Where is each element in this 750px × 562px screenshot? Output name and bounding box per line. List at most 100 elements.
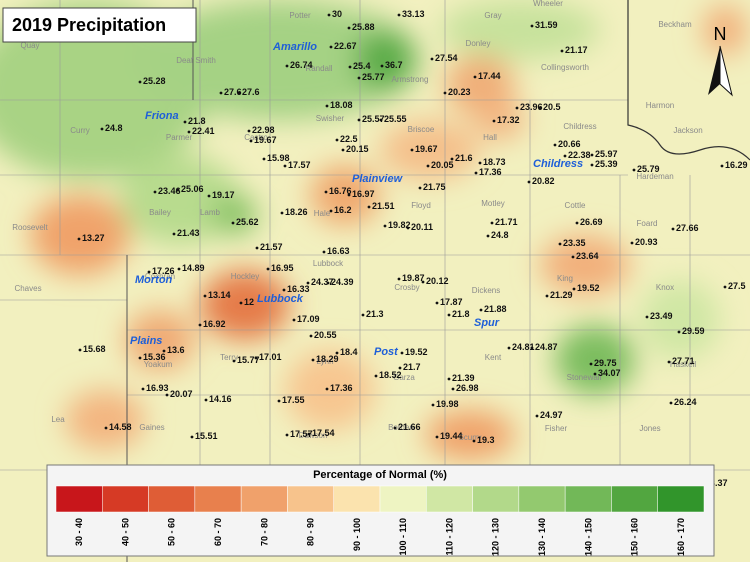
county-labels: Quay Deaf Smith Potter Randall Armstrong Gray… <box>12 0 702 442</box>
station-dot <box>558 242 562 246</box>
station-dot <box>327 13 331 17</box>
station-dot <box>560 49 564 53</box>
legend-label: 60 - 70 <box>213 518 223 546</box>
station-dot <box>545 294 549 298</box>
station-value: 21.7 <box>403 362 421 372</box>
station-value: 20.93 <box>635 237 658 247</box>
station-value: 25.62 <box>236 217 259 227</box>
legend-label: 150 - 160 <box>630 518 640 556</box>
station-value: 33.13 <box>402 9 425 19</box>
county-label: Dickens <box>472 286 500 295</box>
station-dot <box>307 432 311 436</box>
legend-swatch <box>379 485 427 513</box>
station-value: 15.68 <box>83 344 106 354</box>
station-value: 20.5 <box>543 102 561 112</box>
station-dot <box>431 403 435 407</box>
station-dot <box>239 301 243 305</box>
station-dot <box>325 104 329 108</box>
county-label: Donley <box>466 39 491 48</box>
station-dot <box>572 287 576 291</box>
station-dot <box>165 393 169 397</box>
station-dot <box>231 221 235 225</box>
station-dot <box>309 334 313 338</box>
legend-label: 130 - 140 <box>537 518 547 556</box>
county-label: Parmer <box>166 133 193 142</box>
city-label: Plains <box>130 335 162 347</box>
station-value: 26.69 <box>580 217 603 227</box>
station-dot <box>393 426 397 430</box>
station-dot <box>383 224 387 228</box>
county-label: Swisher <box>316 114 345 123</box>
station-value: 22.98 <box>252 125 275 135</box>
station-dot <box>285 64 289 68</box>
county-label: Jones <box>639 424 660 433</box>
station-value: 21.75 <box>423 182 446 192</box>
city-label: Amarillo <box>272 41 317 53</box>
county-label: Collingsworth <box>541 63 589 72</box>
legend-label: 160 - 170 <box>676 518 686 556</box>
county-label: Cottle <box>565 201 586 210</box>
station-value: 17.36 <box>479 167 502 177</box>
station-value: 19.3 <box>477 435 495 445</box>
north-arrow: N <box>708 24 733 97</box>
station-dot <box>322 250 326 254</box>
station-value: 13.27 <box>82 233 105 243</box>
station-value: 18.52 <box>379 370 402 380</box>
station-dot <box>669 401 673 405</box>
station-dot <box>78 348 82 352</box>
station-dot <box>335 351 339 355</box>
station-value: 31.59 <box>535 20 558 30</box>
station-dot <box>247 129 251 133</box>
station-dot <box>478 161 482 165</box>
legend-label: 140 - 150 <box>583 518 593 556</box>
station-value: 29.59 <box>682 326 705 336</box>
station-dot <box>348 65 352 69</box>
station-value: 16.92 <box>203 319 226 329</box>
station-value: 21.57 <box>260 242 283 252</box>
station-dot <box>329 209 333 213</box>
station-value: 17.01 <box>259 352 282 362</box>
station-dot <box>153 190 157 194</box>
station-value: 20.12 <box>426 276 449 286</box>
station-value: 20.55 <box>314 330 337 340</box>
station-dot <box>593 372 597 376</box>
station-dot <box>138 356 142 360</box>
county-label: Terry <box>220 353 238 362</box>
legend-swatch <box>287 485 334 513</box>
arrow-right <box>719 45 733 97</box>
station-dot <box>306 281 310 285</box>
station-dot <box>507 346 511 350</box>
station-value: 23.35 <box>563 238 586 248</box>
station-dot <box>398 366 402 370</box>
station-value: 25.88 <box>352 22 375 32</box>
county-label: Crosby <box>394 283 419 292</box>
legend-swatch <box>55 485 103 513</box>
county-label: Lea <box>51 415 65 424</box>
station-value: 22.38 <box>568 150 591 160</box>
north-label: N <box>714 24 727 44</box>
station-dot <box>553 143 557 147</box>
station-dot <box>535 414 539 418</box>
county-label: Jackson <box>673 126 702 135</box>
station-value: 22.67 <box>334 41 357 51</box>
station-dot <box>162 349 166 353</box>
station-dot <box>324 190 328 194</box>
station-value: 21.8 <box>452 309 470 319</box>
station-dot <box>357 76 361 80</box>
station-dot <box>443 91 447 95</box>
station-value: 21.17 <box>565 45 588 55</box>
station-dot <box>232 359 236 363</box>
station-value: 27.6 <box>242 87 260 97</box>
station-value: 25.4 <box>353 61 371 71</box>
county-label: Stonewall <box>567 373 602 382</box>
legend: 30 - 40 40 - 50 50 - 60 60 - 70 70 - 80 80 - … <box>55 485 705 556</box>
legend-label: 90 - 100 <box>352 518 362 551</box>
city-label: Morton <box>135 274 173 286</box>
legend-swatch <box>426 485 473 513</box>
station-value: 20.15 <box>346 144 369 154</box>
station-dot <box>667 360 671 364</box>
legend-swatch <box>102 485 149 513</box>
station-dot <box>474 171 478 175</box>
